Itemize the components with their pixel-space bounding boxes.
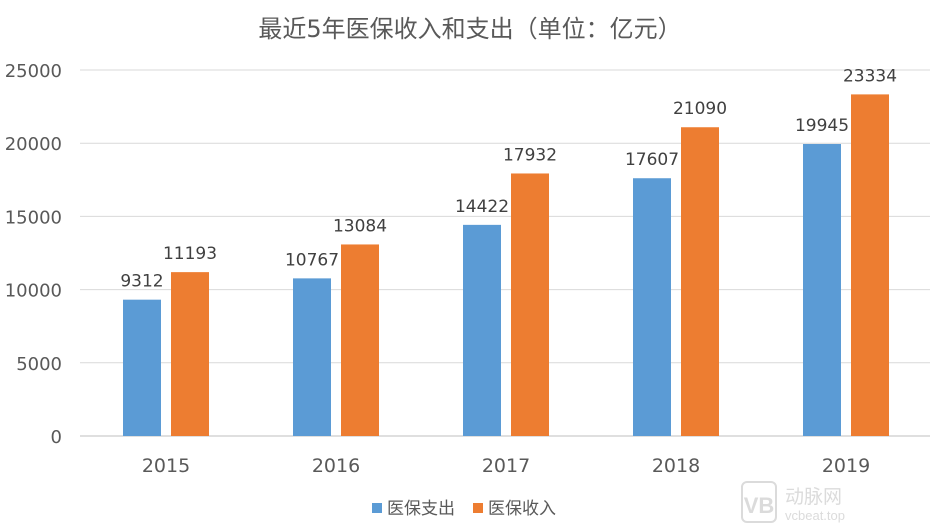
legend-swatch xyxy=(372,503,382,513)
data-label: 14422 xyxy=(455,197,509,217)
legend: 医保支出 医保收入 xyxy=(372,499,556,519)
y-tick-label: 0 xyxy=(51,427,62,448)
y-axis: 0 5000 10000 15000 20000 25000 xyxy=(5,61,62,448)
bar-income-2017 xyxy=(511,173,549,436)
data-label: 10767 xyxy=(285,250,339,270)
legend-label: 医保收入 xyxy=(488,499,556,519)
y-tick-label: 25000 xyxy=(5,61,62,82)
legend-label: 医保支出 xyxy=(387,499,455,519)
bar-income-2018 xyxy=(681,127,719,436)
data-label: 11193 xyxy=(163,244,217,264)
gridlines xyxy=(80,69,930,437)
data-label: 19945 xyxy=(795,116,849,136)
y-tick-label: 5000 xyxy=(16,354,62,375)
y-tick-label: 10000 xyxy=(5,281,62,302)
x-tick-label: 2018 xyxy=(652,455,700,477)
bar-income-2015 xyxy=(171,272,209,436)
svg-text:vcbeat.top: vcbeat.top xyxy=(785,508,845,523)
data-label: 13084 xyxy=(333,216,387,236)
x-tick-label: 2017 xyxy=(482,455,530,477)
data-label: 23334 xyxy=(843,66,897,86)
data-label: 17607 xyxy=(625,150,679,170)
legend-swatch xyxy=(473,503,483,513)
data-label: 9312 xyxy=(120,272,163,292)
data-label: 21090 xyxy=(673,99,727,119)
bar-expense-2019 xyxy=(803,144,841,437)
x-tick-label: 2015 xyxy=(142,455,190,477)
watermark-logo: VB 动脉网 vcbeat.top xyxy=(741,481,845,523)
bars xyxy=(123,94,889,437)
bar-expense-2018 xyxy=(633,178,671,436)
bar-expense-2016 xyxy=(293,278,331,436)
x-tick-label: 2016 xyxy=(312,455,360,477)
svg-text:VB: VB xyxy=(744,493,775,518)
bar-expense-2015 xyxy=(123,299,161,436)
data-label: 17932 xyxy=(503,145,557,165)
x-axis: 2015 2016 2017 2018 2019 xyxy=(142,455,870,477)
y-tick-label: 15000 xyxy=(5,207,62,228)
bar-income-2019 xyxy=(851,94,889,436)
chart-title: 最近5年医保收入和支出（单位：亿元） xyxy=(258,15,681,43)
bar-income-2016 xyxy=(341,244,379,436)
y-tick-label: 20000 xyxy=(5,134,62,155)
bar-expense-2017 xyxy=(463,224,501,436)
svg-text:动脉网: 动脉网 xyxy=(785,486,842,508)
x-tick-label: 2019 xyxy=(822,455,870,477)
